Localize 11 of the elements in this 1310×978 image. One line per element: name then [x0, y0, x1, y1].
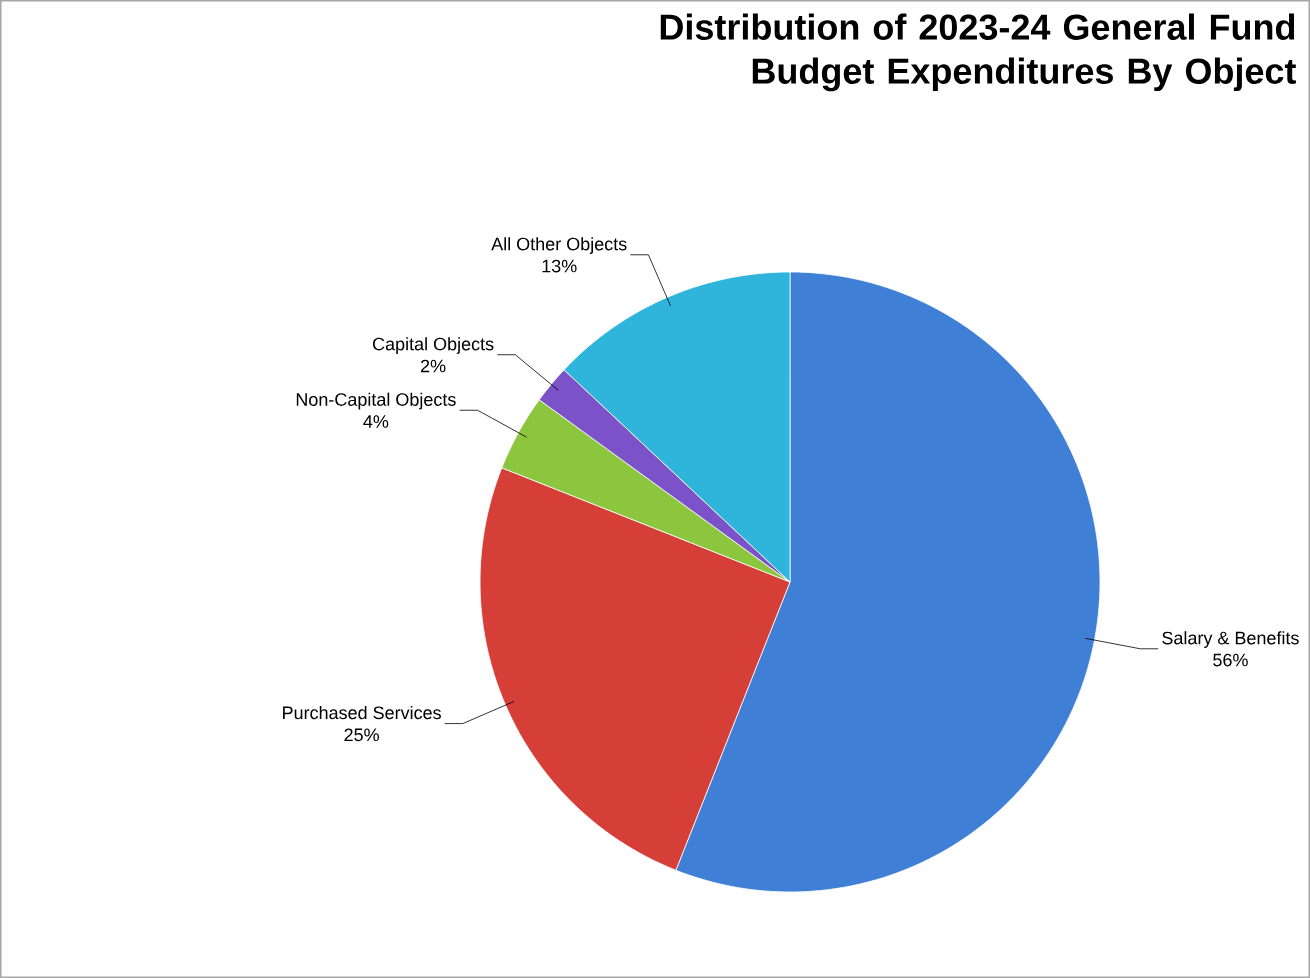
slice-label: All Other Objects	[491, 237, 627, 254]
data-label: 56%	[1213, 653, 1248, 667]
data-label: 13%	[542, 259, 577, 273]
slice-label: Purchased Services	[283, 705, 441, 720]
slice-label: Salary & Benefits	[1162, 631, 1299, 648]
data-label: 4%	[363, 415, 389, 428]
slice-label: Non-Capital Objects	[296, 392, 456, 410]
chart-title: Distribution of 2023-24 General Fund Budget Expenditures By Object	[660, 13, 1297, 92]
slice-label: Capital Objects	[372, 337, 494, 354]
data-label: 2%	[420, 359, 446, 373]
data-label: 25%	[344, 728, 379, 742]
